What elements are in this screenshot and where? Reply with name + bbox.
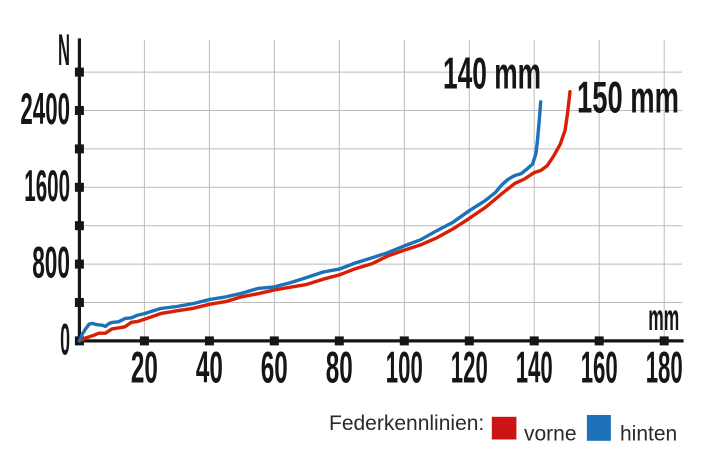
svg-text:100: 100: [386, 343, 423, 392]
svg-text:60: 60: [261, 343, 288, 392]
svg-text:80: 80: [326, 343, 353, 392]
svg-text:20: 20: [131, 343, 158, 392]
svg-text:160: 160: [581, 343, 618, 392]
svg-text:2400: 2400: [20, 85, 70, 134]
svg-text:800: 800: [32, 239, 70, 288]
svg-text:1600: 1600: [24, 162, 70, 211]
svg-text:0: 0: [60, 315, 70, 364]
svg-text:40: 40: [196, 343, 223, 392]
svg-text:hinten: hinten: [620, 423, 677, 446]
svg-text:Federkennlinien:: Federkennlinien:: [329, 412, 484, 435]
svg-text:N: N: [58, 26, 70, 75]
svg-text:140 mm: 140 mm: [443, 50, 541, 99]
svg-text:120: 120: [451, 343, 488, 392]
svg-text:140: 140: [516, 343, 553, 392]
svg-text:150 mm: 150 mm: [577, 74, 679, 123]
svg-text:mm: mm: [648, 297, 679, 338]
svg-text:180: 180: [646, 343, 683, 392]
svg-text:vorne: vorne: [524, 423, 577, 446]
